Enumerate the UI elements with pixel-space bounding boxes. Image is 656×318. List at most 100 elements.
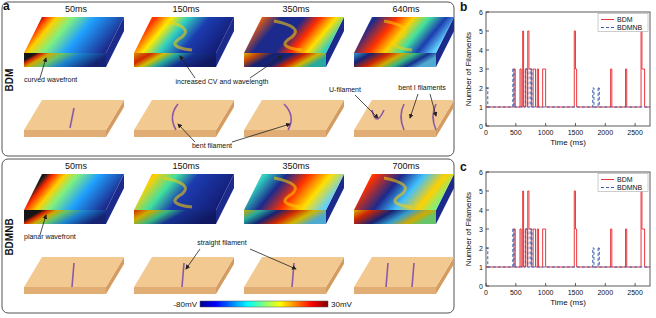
cube-top — [244, 174, 344, 210]
annotation-arrow — [178, 124, 195, 142]
wave-spiral — [384, 21, 412, 50]
step-segment — [626, 229, 627, 267]
cube-front-shade — [134, 53, 216, 67]
step-segment — [486, 88, 488, 107]
step-segment — [543, 229, 546, 267]
annotation: curved wavefront — [24, 76, 77, 83]
time-label: 150ms — [172, 161, 200, 171]
cube-top — [354, 174, 454, 210]
step-segment — [488, 69, 513, 107]
slab-top — [134, 257, 234, 287]
x-tick — [605, 283, 606, 286]
step-segment — [528, 191, 529, 229]
slab-front — [244, 130, 326, 137]
time-label: 700ms — [392, 161, 420, 171]
step-segment — [642, 69, 645, 107]
annotation-arrow — [40, 58, 46, 78]
x-tick-label: 2500 — [627, 129, 643, 136]
step-segment — [528, 69, 530, 107]
wave-spiral — [164, 21, 192, 50]
step-segment — [599, 267, 650, 268]
legend-box — [598, 174, 648, 192]
annotation: bent I filaments — [398, 84, 446, 91]
wave-spiral — [384, 178, 412, 207]
x-axis-label: Time (ms) — [550, 138, 586, 147]
cube-top — [354, 17, 454, 53]
step-segment — [598, 88, 599, 107]
slab-top — [134, 100, 234, 130]
cube-front-shade — [24, 53, 106, 67]
legend-label: BDMNB — [617, 184, 643, 191]
slab-front — [354, 130, 436, 137]
step-segment — [513, 229, 514, 267]
step-segment — [522, 191, 524, 267]
step-segment — [532, 248, 593, 267]
cube-front-shade — [244, 210, 326, 224]
annotation-arrow — [410, 94, 418, 118]
filament — [292, 263, 294, 287]
y-tick-label: 1 — [479, 104, 483, 111]
slab-front — [134, 130, 216, 137]
x-tick — [605, 123, 606, 126]
step-segment — [577, 69, 611, 107]
x-tick-label: 1500 — [568, 289, 584, 296]
plot-frame — [486, 172, 650, 286]
step-segment — [515, 69, 520, 107]
colorbar-label: 30mV — [331, 300, 353, 309]
y-tick — [486, 229, 489, 230]
cube-top — [134, 17, 234, 53]
step-segment — [574, 31, 575, 69]
step-segment — [611, 229, 612, 267]
row-label: BDM — [4, 69, 15, 92]
step-segment — [521, 191, 522, 267]
wave-spiral — [164, 178, 192, 207]
slab-front — [134, 287, 216, 294]
slab-front — [244, 287, 326, 294]
x-tick — [575, 123, 576, 126]
filament — [72, 263, 74, 287]
x-tick-label: 2000 — [597, 129, 613, 136]
annotation-arrow — [186, 249, 200, 269]
x-tick-label: 0 — [484, 289, 488, 296]
row-box — [2, 2, 454, 156]
slab-front — [24, 130, 106, 137]
x-tick-label: 2500 — [627, 289, 643, 296]
step-segment — [522, 31, 524, 107]
y-tick — [486, 12, 489, 13]
step-segment — [535, 69, 537, 107]
panel-label: b — [460, 0, 467, 14]
legend-swatch — [601, 27, 614, 28]
y-tick-label: 3 — [479, 66, 483, 73]
step-segment — [594, 88, 598, 107]
step-segment — [525, 229, 527, 267]
figure: aBDM50ms150ms350ms640mscurved wavefronti… — [0, 0, 656, 318]
step-segment — [530, 69, 532, 107]
step-segment — [486, 229, 514, 267]
y-tick — [486, 69, 489, 70]
step-segment — [593, 248, 594, 267]
time-label: 350ms — [282, 4, 310, 14]
colorbar — [200, 301, 328, 307]
y-tick-label: 4 — [479, 207, 483, 214]
y-tick-label: 0 — [479, 123, 483, 130]
step-segment — [538, 69, 542, 107]
filament — [412, 263, 414, 287]
step-segment — [546, 191, 575, 267]
annotation-arrow — [40, 215, 46, 235]
x-tick — [635, 123, 636, 126]
y-tick-label: 1 — [479, 264, 483, 271]
step-segment — [593, 88, 594, 107]
filament — [284, 104, 291, 130]
y-tick-label: 2 — [479, 245, 483, 252]
step-segment — [574, 191, 575, 229]
slab-top — [244, 100, 344, 130]
legend-label: BDM — [617, 16, 633, 23]
y-tick — [486, 286, 489, 287]
step-segment — [530, 229, 532, 267]
step-segment — [538, 229, 542, 267]
filament — [401, 104, 404, 130]
legend-box — [598, 14, 648, 32]
step-segment — [537, 229, 538, 267]
step-segment — [543, 69, 546, 107]
cube-front-shade — [24, 210, 106, 224]
